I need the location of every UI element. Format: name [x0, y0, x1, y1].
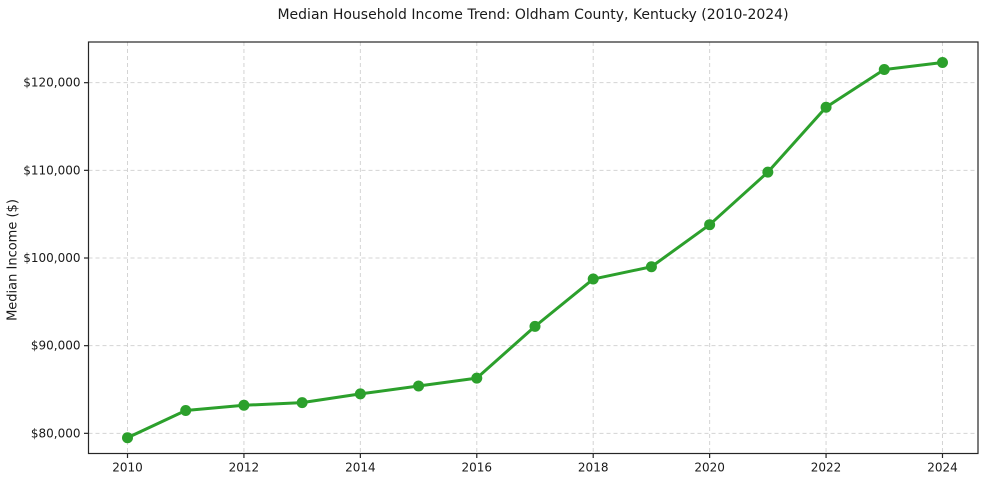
data-point-2011 — [180, 405, 192, 417]
y-tick-label: $100,000 — [23, 251, 80, 265]
data-point-2010 — [122, 432, 134, 444]
x-tick-label: 2024 — [927, 461, 958, 475]
data-point-2018 — [587, 273, 599, 285]
x-tick-label: 2022 — [811, 461, 842, 475]
x-tick-label: 2016 — [462, 461, 493, 475]
data-point-2024 — [936, 57, 948, 69]
y-tick-label: $120,000 — [23, 76, 80, 90]
data-point-2013 — [296, 397, 308, 409]
income-trend-line — [126, 61, 944, 440]
y-tick-label: $80,000 — [31, 426, 81, 440]
data-point-2022 — [820, 101, 832, 113]
x-tick-label: 2010 — [112, 461, 143, 475]
data-point-2017 — [529, 320, 541, 332]
y-tick-label: $90,000 — [31, 339, 81, 353]
y-tick-label: $110,000 — [23, 163, 80, 177]
data-point-2023 — [878, 64, 890, 76]
chart-title: Median Household Income Trend: Oldham Co… — [277, 7, 789, 23]
data-point-2016 — [471, 372, 483, 384]
data-point-2021 — [762, 166, 774, 178]
data-point-2015 — [413, 380, 425, 392]
data-point-2012 — [238, 399, 250, 411]
data-point-2019 — [645, 261, 657, 273]
x-tick-label: 2020 — [694, 461, 725, 475]
x-tick-label: 2012 — [229, 461, 260, 475]
x-tick-label: 2014 — [345, 461, 376, 475]
x-tick-label: 2018 — [578, 461, 609, 475]
data-point-2014 — [354, 388, 366, 400]
plot-border — [87, 41, 979, 455]
data-point-2020 — [704, 219, 716, 231]
